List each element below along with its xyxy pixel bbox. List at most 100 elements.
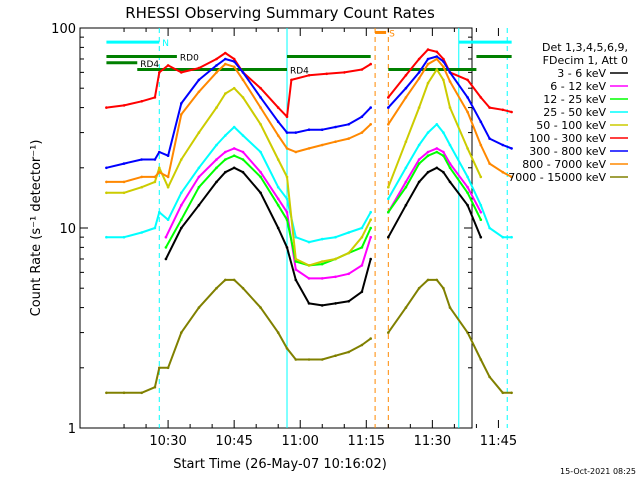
data-point bbox=[180, 226, 183, 230]
data-point bbox=[232, 65, 236, 69]
chart-title: RHESSI Observing Summary Count Rates bbox=[125, 4, 435, 22]
data-point bbox=[343, 71, 346, 74]
data-point bbox=[404, 203, 408, 207]
data-point bbox=[488, 226, 491, 230]
data-point bbox=[426, 131, 430, 134]
data-point bbox=[180, 191, 183, 195]
data-point bbox=[122, 162, 126, 165]
data-point bbox=[180, 102, 183, 105]
data-point bbox=[501, 108, 505, 112]
data-point bbox=[320, 128, 324, 131]
x-tick-label: 11:45 bbox=[480, 434, 517, 449]
data-point bbox=[105, 391, 108, 395]
data-point bbox=[140, 175, 143, 179]
data-point bbox=[479, 203, 483, 207]
data-point bbox=[294, 278, 298, 282]
data-point bbox=[259, 191, 262, 195]
data-point bbox=[158, 71, 161, 74]
data-point bbox=[320, 277, 324, 280]
data-point bbox=[105, 180, 108, 184]
data-point bbox=[158, 166, 161, 170]
data-point bbox=[164, 257, 168, 261]
data-point bbox=[180, 113, 183, 116]
data-point bbox=[360, 264, 364, 267]
data-point bbox=[426, 81, 430, 85]
data-point bbox=[166, 64, 170, 67]
data-point bbox=[241, 150, 245, 154]
data-point bbox=[479, 358, 483, 361]
data-point bbox=[197, 78, 201, 82]
data-point bbox=[501, 170, 505, 174]
data-point bbox=[435, 278, 439, 282]
data-point bbox=[153, 96, 157, 99]
data-point bbox=[294, 257, 298, 261]
data-point bbox=[426, 150, 430, 154]
data-point bbox=[164, 246, 168, 249]
data-point bbox=[479, 210, 483, 214]
data-point bbox=[466, 110, 469, 114]
annotations-group: N RD0 RD4 RD4 S bbox=[106, 28, 512, 428]
data-point bbox=[442, 65, 445, 69]
legend-entry-label: 800 - 7000 keV bbox=[522, 158, 606, 171]
data-point bbox=[369, 106, 373, 109]
data-point bbox=[448, 306, 452, 309]
data-point bbox=[122, 180, 126, 184]
series-line-3 bbox=[387, 123, 512, 239]
data-point bbox=[510, 147, 513, 150]
data-point bbox=[334, 354, 337, 358]
data-point bbox=[122, 191, 126, 195]
data-point bbox=[347, 123, 351, 126]
data-point bbox=[294, 268, 298, 271]
data-point bbox=[294, 150, 298, 154]
legend-header-line: FDecim 1, Att 0 bbox=[543, 54, 628, 67]
data-point bbox=[307, 264, 311, 267]
data-point bbox=[369, 210, 373, 214]
data-point bbox=[241, 96, 245, 99]
data-point bbox=[276, 203, 280, 207]
data-point bbox=[360, 343, 364, 347]
series-line-8 bbox=[106, 278, 372, 394]
data-point bbox=[334, 235, 337, 239]
data-point bbox=[417, 106, 421, 109]
data-point bbox=[426, 62, 430, 66]
data-point bbox=[197, 66, 201, 70]
data-point bbox=[369, 235, 373, 239]
data-point bbox=[294, 260, 298, 263]
data-point bbox=[387, 235, 390, 239]
data-point bbox=[488, 106, 491, 109]
data-point bbox=[276, 158, 280, 161]
data-point bbox=[259, 150, 262, 154]
footer-timestamp: 15-Oct-2021 08:25 bbox=[560, 467, 636, 476]
data-point bbox=[122, 235, 126, 239]
data-point bbox=[426, 48, 430, 51]
data-point bbox=[259, 123, 262, 126]
data-point bbox=[334, 140, 337, 143]
data-point bbox=[180, 331, 183, 334]
data-point bbox=[387, 96, 390, 99]
data-point bbox=[285, 147, 289, 150]
data-point bbox=[166, 218, 170, 221]
data-point bbox=[466, 191, 469, 195]
data-point bbox=[435, 55, 439, 58]
data-point bbox=[448, 166, 452, 170]
data-point bbox=[224, 62, 227, 66]
data-point bbox=[259, 170, 262, 174]
data-point bbox=[435, 166, 439, 170]
data-point bbox=[334, 125, 337, 129]
data-point bbox=[360, 290, 364, 294]
data-point bbox=[417, 286, 421, 290]
series-group bbox=[105, 48, 513, 395]
data-point bbox=[232, 60, 236, 63]
data-point bbox=[417, 71, 421, 74]
data-point bbox=[360, 115, 364, 118]
data-point bbox=[215, 166, 218, 170]
data-point bbox=[466, 96, 469, 99]
x-axis-label: Start Time (26-May-07 10:16:02) bbox=[173, 457, 387, 472]
data-point bbox=[307, 147, 311, 150]
data-point bbox=[232, 166, 236, 170]
data-point bbox=[241, 158, 245, 161]
data-point bbox=[259, 175, 262, 179]
data-point bbox=[387, 106, 390, 109]
data-point bbox=[180, 71, 183, 74]
data-point bbox=[404, 166, 408, 170]
